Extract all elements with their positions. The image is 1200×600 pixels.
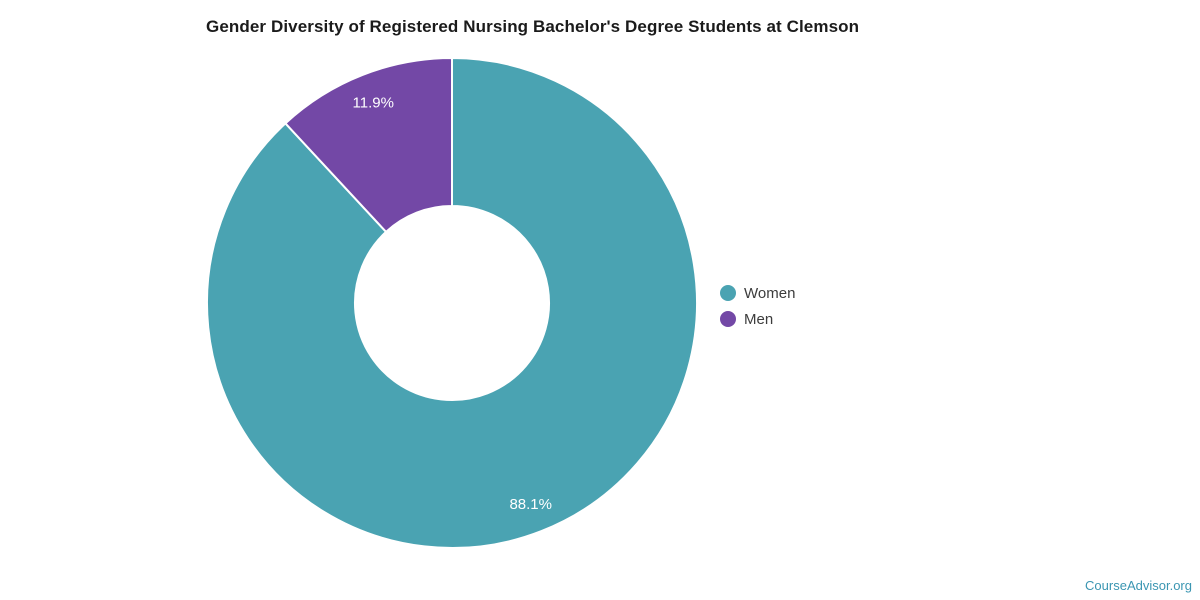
legend-item-men[interactable]: Men [720,306,795,332]
chart-legend: Women Men [720,280,795,332]
legend-label-women: Women [744,284,796,302]
pie-slice-women[interactable] [206,56,698,549]
donut-chart-svg: 88.1% 11.9% [206,56,698,549]
slice-value-label-women: 88.1% [509,496,552,513]
legend-swatch-men-icon [720,311,736,327]
chart-title: Gender Diversity of Registered Nursing B… [206,17,860,36]
legend-item-women[interactable]: Women [720,280,795,306]
legend-swatch-women-icon [720,285,736,301]
pie-slice-men[interactable] [283,56,453,234]
slice-value-label-men: 11.9% [353,95,394,112]
donut-chart: 88.1% 11.9% [205,56,699,550]
courseadvisor-link[interactable]: CourseAdvisor.org [1085,578,1192,593]
legend-label-men: Men [744,310,774,328]
